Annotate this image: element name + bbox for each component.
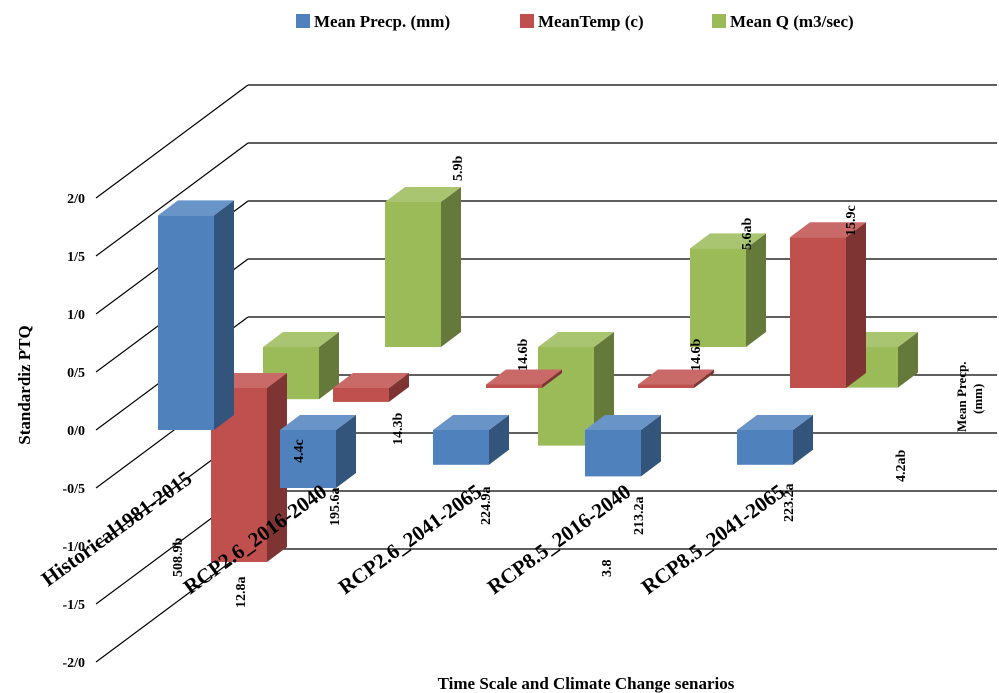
bar-side [267, 373, 287, 562]
data-label: 224.9a [479, 487, 494, 526]
bar-side [641, 415, 661, 477]
bar [280, 415, 356, 488]
bar [585, 415, 661, 477]
bar-side [746, 233, 766, 347]
category-label: RCP8.5_2016-2040 [483, 479, 635, 599]
category-label: RCP8.5_2041-2065 [637, 479, 789, 599]
bar-front [333, 388, 389, 402]
y-axis-title: Standardiz PTQ [15, 325, 34, 445]
bar-top [790, 222, 866, 238]
category-label: RCP2.6_2041-2065 [334, 479, 486, 599]
bar-side [846, 222, 866, 388]
grid-diagonal [95, 142, 249, 257]
data-label: 4.2ab [894, 450, 909, 483]
legend-label-precp: Mean Precp. (mm) [314, 12, 450, 31]
bar-front [385, 202, 441, 347]
y-tick-label: -1/0 [62, 540, 85, 555]
legend-label-q: Mean Q (m3/sec) [730, 12, 854, 31]
legend-swatch-temp [520, 14, 534, 28]
y-tick-label: 0/5 [67, 366, 85, 381]
depth-axis-label: Mean Precp. (mm) [954, 361, 985, 432]
grid-diagonal [95, 84, 249, 199]
data-label: 4.4c [292, 439, 307, 463]
depth-axis-label-line: (mm) [970, 384, 985, 414]
bar [433, 415, 509, 465]
bar-front [486, 384, 542, 388]
bar [790, 222, 866, 388]
bar-side [319, 332, 339, 400]
bar-top [433, 415, 509, 430]
y-tick-label: 2/0 [67, 192, 85, 207]
data-label: 14.6b [516, 339, 531, 372]
bar-top [280, 415, 356, 430]
bar-front [280, 430, 336, 488]
bars-layer [158, 187, 918, 562]
bar-top [263, 332, 339, 347]
data-label: 5.9b [451, 156, 466, 182]
data-label: 3.8 [600, 560, 615, 578]
data-label: 14.6b [689, 339, 704, 372]
legend-label-temp: MeanTemp (c) [538, 12, 644, 31]
bar [737, 415, 813, 465]
y-tick-label: 0/0 [67, 424, 85, 439]
bar-front [790, 237, 846, 388]
bar-front [690, 248, 746, 347]
bar-side [542, 369, 562, 388]
grid-diagonal [95, 548, 249, 663]
data-label: 195.6a [328, 488, 343, 527]
bar-front [638, 384, 694, 388]
bar-side [336, 415, 356, 488]
bar-top [585, 415, 661, 430]
bar-top [158, 200, 234, 216]
bar-front [538, 347, 594, 446]
bar-top [538, 332, 614, 347]
bar-side [898, 332, 918, 388]
bar [638, 369, 714, 388]
y-tick-label: -2/0 [62, 656, 85, 671]
bar [486, 369, 562, 388]
bar [385, 187, 461, 347]
y-tick-label: -0/5 [62, 482, 85, 497]
bar-side [694, 369, 714, 388]
bar-top [638, 369, 714, 385]
legend-swatch-precp [296, 14, 310, 28]
bar-front [737, 430, 793, 465]
bar-side [214, 200, 234, 430]
bar-top [737, 415, 813, 430]
data-label: 15.9c [844, 205, 859, 236]
bar-top [690, 233, 766, 249]
bar-front [158, 215, 214, 430]
y-tick-label: 1/5 [67, 250, 85, 265]
bar [158, 200, 234, 430]
bar [690, 233, 766, 347]
data-label: 12.8a [234, 577, 249, 609]
bar-side [441, 187, 461, 347]
bar [333, 373, 409, 402]
bar-front [433, 430, 489, 465]
y-tick-label: -1/5 [62, 598, 85, 613]
bar [538, 332, 614, 446]
bar-top [486, 369, 562, 385]
data-label: 213.2a [632, 497, 647, 536]
y-tick-label: 1/0 [67, 308, 85, 323]
bar [211, 373, 287, 562]
bar-top [333, 373, 409, 388]
bar-top [385, 187, 461, 202]
bar-side [793, 415, 813, 465]
bar-front [585, 430, 641, 477]
data-label: 14.3b [391, 413, 406, 446]
x-axis-title: Time Scale and Climate Change senarios [438, 674, 735, 693]
data-label: 5.6ab [740, 218, 755, 251]
legend: Mean Precp. (mm) MeanTemp (c) Mean Q (m3… [296, 12, 854, 31]
depth-axis-label-line: Mean Precp. [954, 361, 969, 432]
data-label: 508.9b [171, 538, 186, 578]
data-label: 223.2a [782, 484, 797, 523]
legend-swatch-q [712, 14, 726, 28]
bar-side [489, 415, 509, 465]
bar-side [389, 373, 409, 402]
